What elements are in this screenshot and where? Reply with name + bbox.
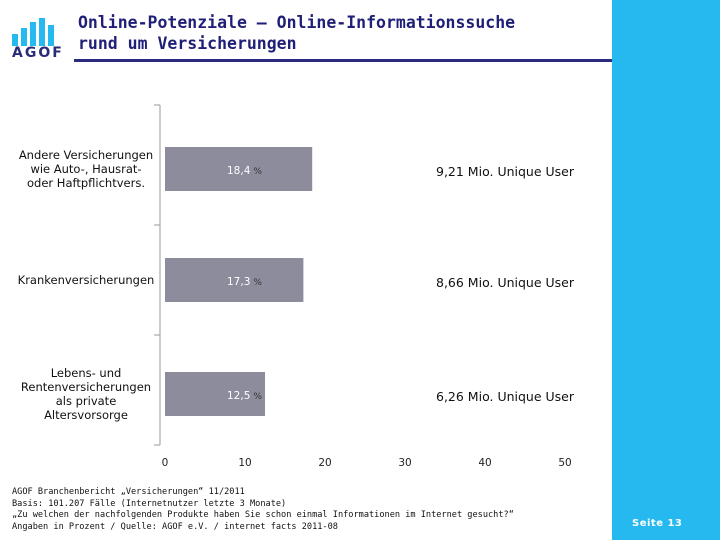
- x-tick-label: 30: [398, 457, 411, 469]
- bar-value-unit: %: [253, 278, 262, 288]
- category-label: Lebens- und: [51, 366, 122, 380]
- bar-value-unit: %: [253, 167, 262, 177]
- x-tick-label: 20: [318, 457, 331, 469]
- x-tick-label: 10: [238, 457, 251, 469]
- bar-chart: 18,4% 9,21 Mio. Unique User Andere Versich…: [18, 104, 575, 469]
- category-label: Andere Versicherungen: [19, 148, 153, 162]
- category-label: Altersvorsorge: [44, 408, 128, 422]
- page-number: Seite 13: [632, 518, 683, 529]
- unique-user-annotation: 8,66 Mio. Unique User: [436, 275, 575, 290]
- side-panel: [612, 0, 720, 540]
- bar: [165, 147, 313, 191]
- category-label: als private: [56, 394, 117, 408]
- bar-value-label: 12,5%: [227, 390, 262, 402]
- agof-logo-text: AGOF: [12, 45, 64, 61]
- page-title: Online-Potenziale – Online-Informationss…: [78, 12, 608, 54]
- x-tick-label: 50: [558, 457, 571, 469]
- footnote-line-3: „Zu welchen der nachfolgenden Produkte h…: [12, 510, 514, 520]
- title-line-2: rund um Versicherungen: [78, 34, 297, 53]
- agof-logo-bars-icon: [12, 18, 54, 46]
- footnote: AGOF Branchenbericht „Versicherungen“ 11…: [12, 487, 514, 533]
- x-tick-label: 0: [162, 457, 169, 469]
- category-label: Rentenversicherungen: [21, 380, 151, 394]
- category-label: Krankenversicherungen: [18, 273, 155, 287]
- category-label: oder Haftpflichtvers.: [27, 176, 145, 190]
- category-label: wie Auto-, Hausrat-: [30, 162, 141, 176]
- x-tick-label: 40: [478, 457, 491, 469]
- footnote-line-4: Angaben in Prozent / Quelle: AGOF e.V. /…: [12, 521, 338, 532]
- footnote-line-1: AGOF Branchenbericht „Versicherungen“ 11…: [12, 487, 245, 497]
- bar: [165, 258, 304, 302]
- title-underline: [74, 59, 612, 62]
- footnote-line-2: Basis: 101.207 Fälle (Internetnutzer let…: [12, 498, 287, 509]
- unique-user-annotation: 9,21 Mio. Unique User: [436, 164, 575, 179]
- bar-value-label: 18,4%: [227, 165, 262, 177]
- unique-user-annotation: 6,26 Mio. Unique User: [436, 389, 575, 404]
- bar-value-unit: %: [253, 392, 262, 402]
- bar-value-label: 17,3%: [227, 276, 262, 288]
- bar: [165, 372, 265, 416]
- title-line-1: Online-Potenziale – Online-Informationss…: [78, 13, 516, 32]
